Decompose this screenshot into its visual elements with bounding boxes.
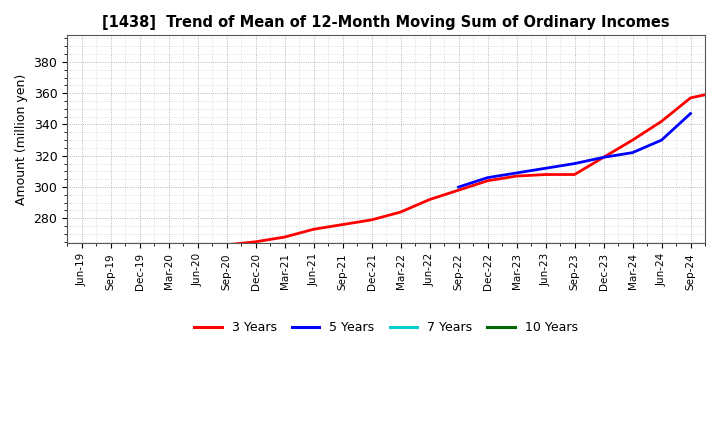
Title: [1438]  Trend of Mean of 12-Month Moving Sum of Ordinary Incomes: [1438] Trend of Mean of 12-Month Moving … <box>102 15 670 30</box>
Y-axis label: Amount (million yen): Amount (million yen) <box>15 74 28 205</box>
Legend: 3 Years, 5 Years, 7 Years, 10 Years: 3 Years, 5 Years, 7 Years, 10 Years <box>189 316 582 339</box>
